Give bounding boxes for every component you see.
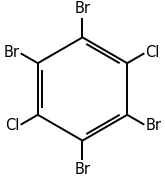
Text: Br: Br bbox=[75, 162, 90, 177]
Text: Br: Br bbox=[3, 45, 19, 60]
Text: Cl: Cl bbox=[146, 45, 160, 60]
Text: Br: Br bbox=[146, 118, 162, 133]
Text: Br: Br bbox=[75, 1, 90, 16]
Text: Cl: Cl bbox=[5, 118, 19, 133]
